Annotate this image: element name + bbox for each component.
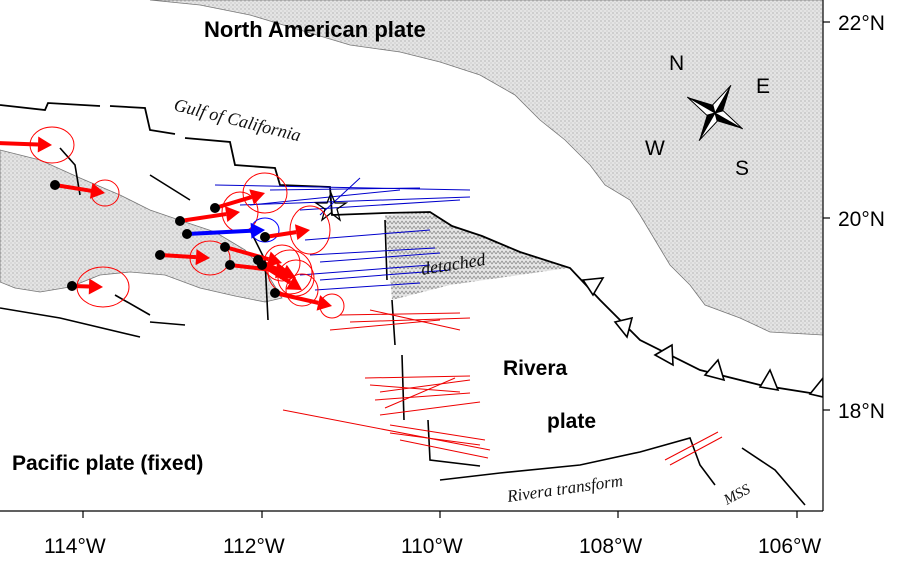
arrow-head <box>88 278 103 295</box>
velocity-arrow <box>159 253 197 260</box>
epicenter-star-icon <box>313 191 349 222</box>
lat-tick-20: 20°N <box>838 208 885 231</box>
lon-tick-108: 108°W <box>579 535 642 558</box>
blue-trajectory-lines <box>214 177 471 291</box>
compass-w: W <box>645 137 665 160</box>
gps-station <box>175 216 185 226</box>
lat-tick-22: 22°N <box>838 12 885 35</box>
gps-station <box>155 250 165 260</box>
compass-s: S <box>735 157 749 180</box>
arrow-head <box>89 182 105 199</box>
blue-line <box>214 184 471 191</box>
arrow-head <box>250 222 265 239</box>
red-line <box>364 375 471 379</box>
arrow-head <box>37 136 52 153</box>
blue-line <box>249 189 401 206</box>
velocity-arrow <box>186 228 252 236</box>
arrow-head <box>249 189 265 205</box>
blue-line <box>299 264 431 276</box>
lon-tick-114: 114°W <box>44 535 106 558</box>
blue-line <box>309 247 436 256</box>
red-line <box>379 401 481 416</box>
arrow-head <box>195 249 210 266</box>
gps-station <box>260 232 270 242</box>
gps-station <box>225 260 235 270</box>
velocity-arrow <box>0 141 39 147</box>
gps-station <box>67 281 77 291</box>
lat-tick-18: 18°N <box>838 400 885 423</box>
mainland-mexico <box>149 0 823 336</box>
compass-e: E <box>756 75 770 98</box>
arrow-head <box>224 206 240 222</box>
blue-line <box>319 252 441 263</box>
blue-line <box>304 229 431 241</box>
plate-boundary <box>0 102 823 396</box>
red-line <box>349 317 471 323</box>
gps-station <box>270 288 280 298</box>
rivera-label: Rivera <box>503 357 568 380</box>
velocity-arrow <box>54 183 92 193</box>
red-line <box>369 384 461 393</box>
red-line <box>374 392 471 401</box>
red-line <box>389 424 486 441</box>
gps-station <box>210 203 220 213</box>
gps-station <box>182 229 192 239</box>
blue-line <box>319 269 451 281</box>
lon-tick-106: 106°W <box>758 535 821 558</box>
blue-line <box>269 187 421 191</box>
pacific-plate-label: Pacific plate (fixed) <box>12 452 203 475</box>
map-frame <box>0 0 830 518</box>
red-line <box>379 379 471 393</box>
velocity-arrow <box>214 195 253 210</box>
blue-line <box>319 177 361 216</box>
arrow-head <box>294 224 310 241</box>
plate-label: plate <box>547 410 596 433</box>
red-line <box>389 432 481 446</box>
gps-station <box>50 180 60 190</box>
velocity-arrow <box>260 263 292 285</box>
red-line <box>369 309 461 331</box>
arrow-head <box>279 264 296 280</box>
red-line <box>384 377 456 409</box>
lon-tick-110: 110°W <box>401 535 463 558</box>
velocity-arrow <box>274 291 319 305</box>
blue-line <box>239 196 471 206</box>
detached-region <box>385 212 568 300</box>
subduction-teeth <box>581 277 823 398</box>
compass-n: N <box>669 52 684 75</box>
arrow-head <box>316 295 332 311</box>
error-ellipse <box>289 205 331 255</box>
error-ellipse <box>285 273 319 307</box>
baja-california <box>0 149 283 303</box>
gps-station <box>220 242 230 252</box>
red-line <box>339 312 461 316</box>
mss-label: MSS <box>720 481 753 509</box>
arrow-head <box>285 275 302 290</box>
velocity-vectors <box>0 126 345 319</box>
lon-tick-112: 112°W <box>223 535 285 558</box>
red-line <box>282 409 491 451</box>
blue-line <box>314 282 421 291</box>
red-trajectory-lines <box>282 309 723 466</box>
red-line <box>669 436 723 466</box>
red-line <box>664 431 719 461</box>
red-line <box>399 439 489 459</box>
rivera-transform-label: Rivera transform <box>505 471 624 506</box>
compass-rose <box>686 84 744 142</box>
gps-station <box>257 260 267 270</box>
velocity-arrow <box>179 212 227 223</box>
error-ellipse <box>267 249 313 295</box>
velocity-arrow <box>264 230 297 239</box>
error-ellipse <box>242 172 288 214</box>
north-american-plate-label: North American plate <box>204 17 426 42</box>
